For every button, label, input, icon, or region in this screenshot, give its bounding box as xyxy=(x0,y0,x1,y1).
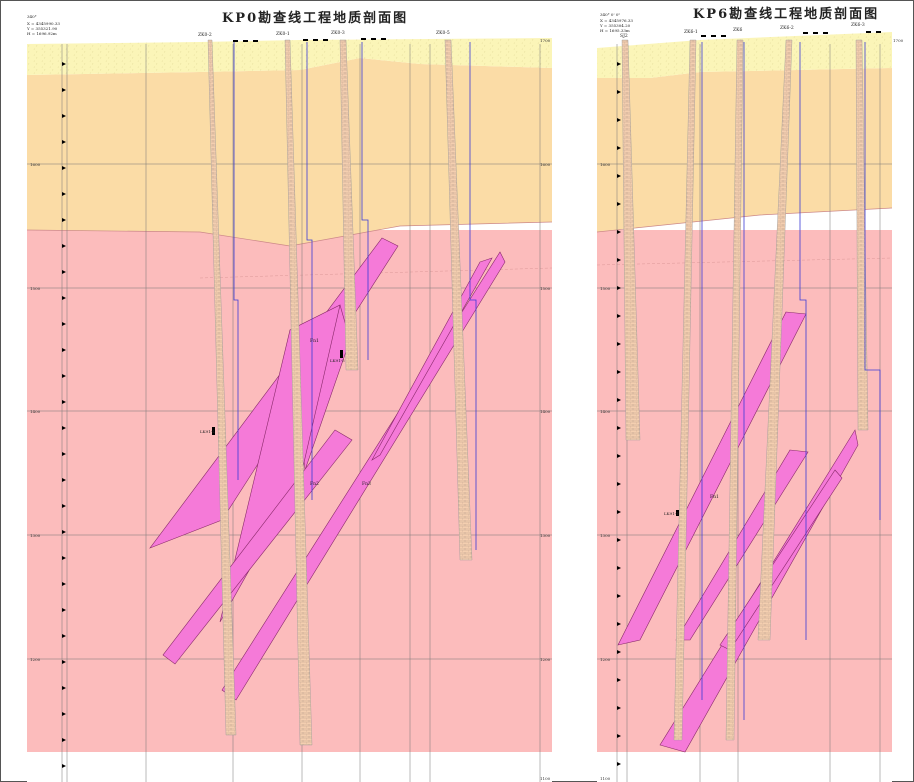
left-title: KP0勘查线工程地质剖面图 xyxy=(222,10,408,26)
svg-text:1300: 1300 xyxy=(600,533,611,538)
azimuth: 340° 0' 0" xyxy=(600,12,620,17)
sample-label: LK91-1 xyxy=(664,511,679,516)
borehole-label: SJ2 xyxy=(620,33,628,39)
svg-text:1200: 1200 xyxy=(30,657,41,662)
fault-zone xyxy=(221,251,506,701)
svg-text:1100: 1100 xyxy=(540,776,551,781)
svg-text:1700: 1700 xyxy=(893,38,904,43)
svg-text:1100: 1100 xyxy=(600,776,611,781)
borehole-label: ZK6-3 xyxy=(851,22,865,28)
coord-h: H = 1696.92m xyxy=(27,31,57,36)
coord-y: Y = 355321.90 xyxy=(26,26,58,31)
svg-text:1200: 1200 xyxy=(600,657,611,662)
coord-x: X = 4345976.33 xyxy=(600,18,633,23)
svg-text:1500: 1500 xyxy=(600,286,611,291)
sample-label: LK91-4 xyxy=(200,429,215,434)
fault-label: Fn1 xyxy=(710,494,719,500)
fault-label: Fn1 xyxy=(310,338,319,344)
water-level-lines xyxy=(233,42,477,550)
svg-text:1400: 1400 xyxy=(540,409,551,414)
svg-text:1600: 1600 xyxy=(600,162,611,167)
fault-zone xyxy=(162,429,353,665)
fault-label: Fn2 xyxy=(310,481,319,487)
svg-text:1600: 1600 xyxy=(540,162,551,167)
sample-marker xyxy=(340,350,343,358)
borehole-label: ZK0-1 xyxy=(276,31,290,37)
svg-text:1400: 1400 xyxy=(600,409,611,414)
borehole-label: ZK6-1 xyxy=(684,29,698,35)
sample-label: LK91-5 xyxy=(330,358,345,363)
depth-markers xyxy=(62,62,66,768)
fault-label: Fn3 xyxy=(362,481,371,487)
svg-text:1300: 1300 xyxy=(30,533,41,538)
borehole-label: ZK0-3 xyxy=(331,30,345,36)
sample-marker xyxy=(212,427,215,435)
svg-text:1300: 1300 xyxy=(540,533,551,538)
boreholes-left xyxy=(207,39,473,746)
coord-x: X = 4345990.33 xyxy=(27,21,60,26)
svg-text:1500: 1500 xyxy=(540,286,551,291)
borehole-label: ZK6 xyxy=(733,27,742,33)
svg-text:1200: 1200 xyxy=(540,657,551,662)
kp0-section: KP0勘查线工程地质剖面图 340° X = 4345990.33 Y = 35… xyxy=(26,10,553,782)
elevation-labels-left: 1700 1600 1500 1400 1300 1200 1100 1600 1500… xyxy=(30,38,551,781)
azimuth: 340° xyxy=(27,14,37,19)
coord-y: Y = 355304.20 xyxy=(599,23,631,28)
borehole-label: ZK6-2 xyxy=(780,25,794,31)
svg-text:1600: 1600 xyxy=(30,162,41,167)
right-title: KP6勘查线工程地质剖面图 xyxy=(693,6,879,22)
borehole-label: ZK0-2 xyxy=(198,32,212,38)
borehole-label: ZK0-5 xyxy=(436,30,450,36)
svg-text:1700: 1700 xyxy=(540,38,551,43)
svg-text:1400: 1400 xyxy=(30,409,41,414)
svg-text:1500: 1500 xyxy=(30,286,41,291)
kp6-section: KP6勘查线工程地质剖面图 340° 0' 0" X = 4345976.33 … xyxy=(596,6,904,782)
coord-h: H = 1695.33m xyxy=(600,28,630,33)
